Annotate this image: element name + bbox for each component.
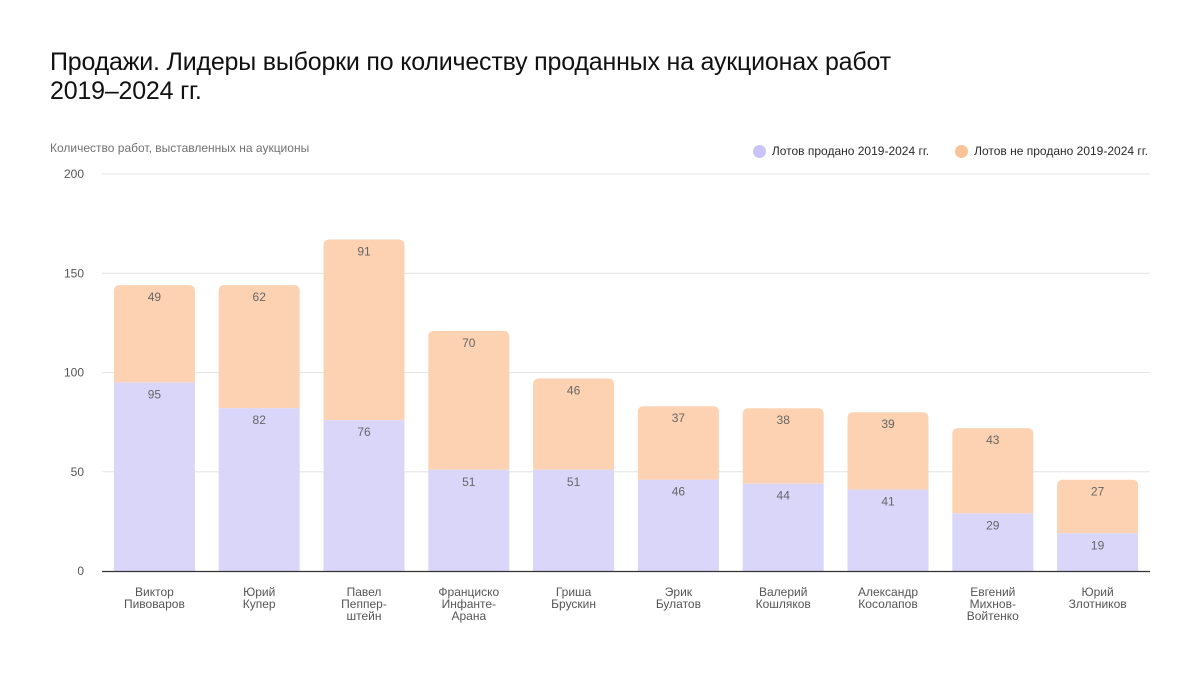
bar-sold xyxy=(428,469,510,571)
x-tick-label: Евгений Михнов-Войтенко xyxy=(967,585,1019,623)
y-tick-label: 100 xyxy=(64,366,84,380)
legend-item-unsold: Лотов не продано 2019-2024 гг. xyxy=(955,144,1148,158)
y-tick-label: 0 xyxy=(77,564,84,578)
x-tick-label: Эрик Булатов xyxy=(656,585,701,611)
bar-sold xyxy=(847,489,929,571)
value-label-unsold: 70 xyxy=(462,336,476,350)
bar-sold xyxy=(637,479,719,571)
value-label-sold: 46 xyxy=(672,485,686,499)
x-tick-label: Виктор Пивоваров xyxy=(124,585,185,611)
value-label-unsold: 62 xyxy=(253,290,267,304)
value-label-sold: 41 xyxy=(881,495,895,509)
bar-sold xyxy=(952,513,1034,571)
y-tick-label: 200 xyxy=(64,167,84,181)
value-label-sold: 29 xyxy=(986,518,1000,532)
bar-unsold xyxy=(218,285,300,409)
x-tick-label: Валерий Кошляков xyxy=(756,585,811,611)
value-label-unsold: 43 xyxy=(986,433,1000,447)
bar-unsold xyxy=(847,412,929,490)
x-tick-label: Гриша Брускин xyxy=(551,585,596,611)
bar-unsold xyxy=(533,378,615,470)
bar-unsold xyxy=(1057,479,1139,534)
legend-label-unsold: Лотов не продано 2019-2024 гг. xyxy=(974,144,1148,158)
value-label-unsold: 27 xyxy=(1091,485,1105,499)
legend: Лотов продано 2019-2024 гг. Лотов не про… xyxy=(752,144,1148,158)
value-label-sold: 95 xyxy=(148,387,162,401)
bar-unsold xyxy=(637,406,719,480)
legend-swatch-unsold xyxy=(955,144,969,158)
title-line-1: Продажи. Лидеры выборки по количеству пр… xyxy=(50,48,891,76)
legend-item-sold: Лотов продано 2019-2024 гг. xyxy=(752,144,930,158)
chart-title: Продажи. Лидеры выборки по количеству пр… xyxy=(50,48,1050,106)
bar-unsold xyxy=(113,285,195,383)
bar-sold xyxy=(113,382,195,571)
bar-unsold xyxy=(323,239,405,421)
bar-unsold xyxy=(428,330,510,470)
bar-sold xyxy=(742,483,824,571)
legend-label-sold: Лотов продано 2019-2024 гг. xyxy=(771,144,930,158)
value-label-unsold: 46 xyxy=(567,383,581,397)
value-label-unsold: 39 xyxy=(881,417,895,431)
y-tick-label: 50 xyxy=(71,465,85,479)
bar-unsold xyxy=(952,428,1034,514)
bar-unsold xyxy=(742,408,824,484)
y-tick-label: 150 xyxy=(64,266,84,280)
value-label-unsold: 49 xyxy=(148,290,162,304)
value-label-unsold: 38 xyxy=(777,413,791,427)
value-label-sold: 44 xyxy=(777,489,791,503)
bar-sold xyxy=(1057,533,1139,571)
value-label-unsold: 91 xyxy=(357,245,371,259)
bar-sold xyxy=(323,420,405,571)
value-label-sold: 51 xyxy=(462,475,476,489)
bar-sold xyxy=(533,469,615,571)
y-axis-label: Количество работ, выставленных на аукцио… xyxy=(50,141,310,155)
x-tick-label: Александр Косолапов xyxy=(858,585,918,611)
value-label-sold: 76 xyxy=(357,425,371,439)
title-line-2: 2019–2024 гг. xyxy=(50,77,202,105)
legend-swatch-sold xyxy=(752,144,766,158)
value-label-sold: 19 xyxy=(1091,538,1105,552)
bar-sold xyxy=(218,408,300,571)
value-label-unsold: 37 xyxy=(672,411,686,425)
x-tick-label: Франциско Инфанте-Арана xyxy=(438,585,499,623)
x-tick-label: Юрий Злотников xyxy=(1069,585,1127,611)
x-tick-label: Павел Пеппер-штейн xyxy=(341,585,387,623)
value-label-sold: 82 xyxy=(253,413,267,427)
x-tick-label: Юрий Купер xyxy=(243,585,276,611)
value-label-sold: 51 xyxy=(567,475,581,489)
